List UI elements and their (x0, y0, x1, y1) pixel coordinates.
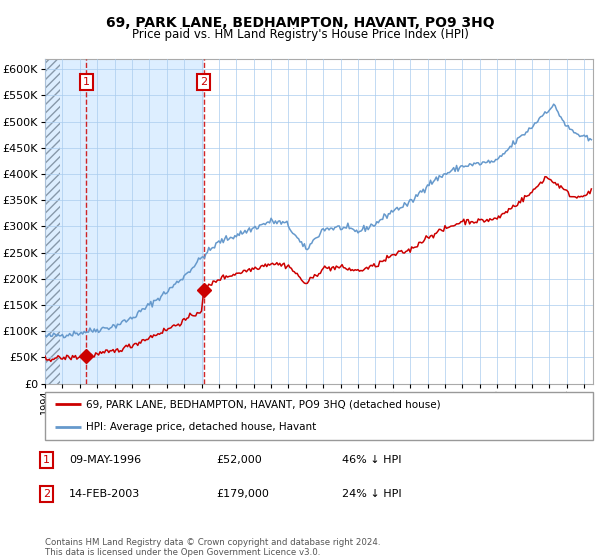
Bar (45, 59, 60, 384)
Bar (45, 59, 203, 384)
Text: 46% ↓ HPI: 46% ↓ HPI (342, 455, 401, 465)
Text: 09-MAY-1996: 09-MAY-1996 (69, 455, 141, 465)
FancyBboxPatch shape (45, 392, 593, 440)
Text: 2: 2 (200, 77, 207, 87)
Text: 69, PARK LANE, BEDHAMPTON, HAVANT, PO9 3HQ: 69, PARK LANE, BEDHAMPTON, HAVANT, PO9 3… (106, 16, 494, 30)
Text: 14-FEB-2003: 14-FEB-2003 (69, 489, 140, 499)
Text: 1: 1 (83, 77, 90, 87)
Text: 69, PARK LANE, BEDHAMPTON, HAVANT, PO9 3HQ (detached house): 69, PARK LANE, BEDHAMPTON, HAVANT, PO9 3… (86, 399, 441, 409)
Text: £179,000: £179,000 (216, 489, 269, 499)
Text: Contains HM Land Registry data © Crown copyright and database right 2024.
This d: Contains HM Land Registry data © Crown c… (45, 538, 380, 557)
Text: 1: 1 (43, 455, 50, 465)
Text: 2: 2 (43, 489, 50, 499)
Text: £52,000: £52,000 (216, 455, 262, 465)
Text: Price paid vs. HM Land Registry's House Price Index (HPI): Price paid vs. HM Land Registry's House … (131, 28, 469, 41)
Text: HPI: Average price, detached house, Havant: HPI: Average price, detached house, Hava… (86, 422, 316, 432)
Text: 24% ↓ HPI: 24% ↓ HPI (342, 489, 401, 499)
